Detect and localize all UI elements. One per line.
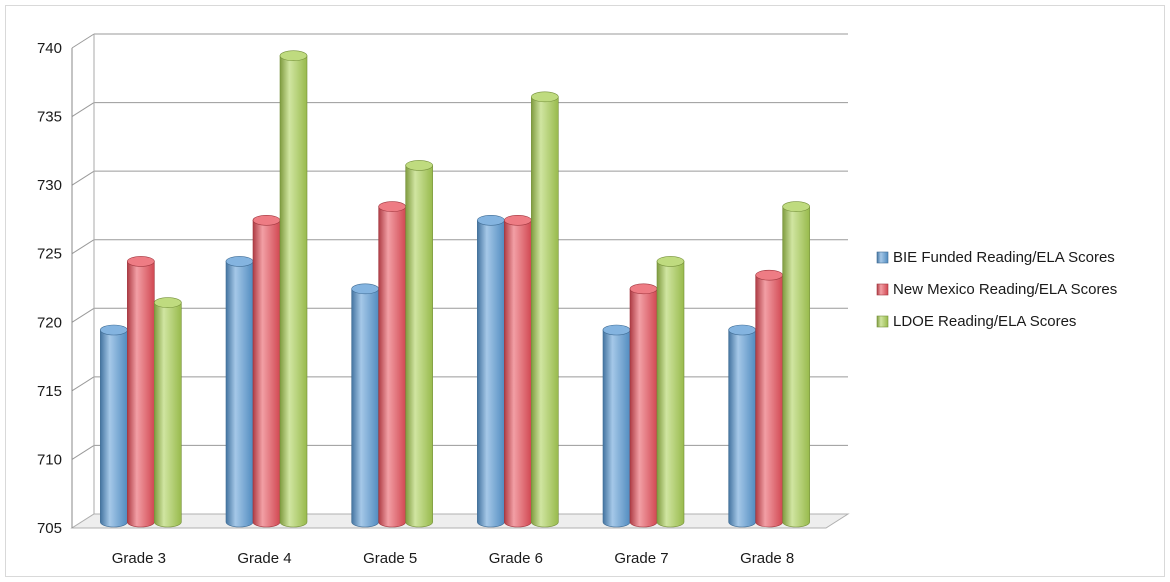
bar-top <box>127 256 155 267</box>
legend-swatch <box>876 251 889 264</box>
bar <box>531 91 559 528</box>
y-tick-label: 740 <box>37 40 62 57</box>
bar-top <box>504 214 532 226</box>
bar <box>378 201 406 528</box>
y-tick-label: 710 <box>37 451 62 468</box>
y-tick-label: 725 <box>37 246 62 263</box>
legend-swatch <box>876 283 889 296</box>
chart-frame <box>5 5 1165 577</box>
x-tick-label: Grade 6 <box>489 550 543 567</box>
legend-label: New Mexico Reading/ELA Scores <box>893 281 1117 298</box>
y-tick-label: 705 <box>37 520 62 537</box>
bar <box>755 269 783 528</box>
bar <box>127 256 155 528</box>
y-tick-label: 730 <box>37 177 62 194</box>
x-tick-label: Grade 8 <box>740 550 794 567</box>
bar <box>656 256 685 528</box>
bar-top <box>782 201 810 212</box>
bar-top <box>728 324 756 336</box>
bar <box>154 297 182 528</box>
bar-top <box>602 324 631 336</box>
bar-top <box>225 256 254 267</box>
x-tick-label: Grade 7 <box>614 550 668 567</box>
x-tick-label: Grade 3 <box>112 550 166 567</box>
legend-swatch <box>876 315 889 328</box>
bar-top <box>154 297 182 308</box>
bar-top <box>531 91 559 103</box>
bar <box>728 324 756 528</box>
gridline-diag <box>71 307 95 323</box>
bar-top <box>378 201 406 212</box>
y-tick-label: 715 <box>37 383 62 400</box>
bar <box>477 214 505 528</box>
bar-top <box>279 50 308 62</box>
bar <box>100 324 128 528</box>
bar-top <box>629 283 658 295</box>
bar <box>602 324 631 528</box>
bar-top <box>252 214 281 226</box>
y-axis: 705 710 715 720 725 730 735 740 <box>37 34 95 537</box>
bar-top <box>755 269 783 281</box>
legend: BIE Funded Reading/ELA Scores New Mexico … <box>876 249 1117 330</box>
bars <box>100 50 810 528</box>
gridline-diag <box>71 102 95 117</box>
x-tick-label: Grade 4 <box>237 550 291 567</box>
bar-top <box>100 324 128 336</box>
gridline-diag <box>71 376 95 392</box>
legend-label: LDOE Reading/ELA Scores <box>893 313 1076 330</box>
bar <box>351 283 379 528</box>
bar-top <box>477 214 505 226</box>
y-tick-label: 720 <box>37 314 62 331</box>
gridline-diag <box>71 445 95 460</box>
x-axis: Grade 3 Grade 4 Grade 5 Grade 6 Grade 7 Grade… <box>112 550 795 567</box>
bar-top <box>656 256 685 267</box>
bar-top <box>405 160 433 171</box>
bar <box>225 256 254 528</box>
bar <box>252 214 281 528</box>
gridline-diag <box>71 170 95 186</box>
bar <box>504 214 532 528</box>
bar <box>782 201 810 528</box>
gridline-diag <box>71 239 95 255</box>
bar <box>629 283 658 528</box>
bar <box>405 160 433 528</box>
legend-label: BIE Funded Reading/ELA Scores <box>893 249 1115 266</box>
y-tick-label: 735 <box>37 109 62 126</box>
x-tick-label: Grade 5 <box>363 550 417 567</box>
bar-top <box>351 283 379 295</box>
bar <box>279 50 308 528</box>
gridline-diag <box>71 33 95 49</box>
